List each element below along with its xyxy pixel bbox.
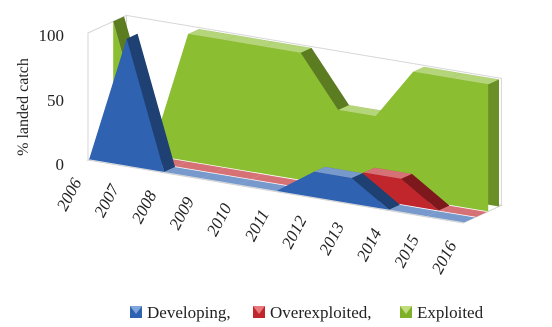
ribbon-top-segment bbox=[413, 66, 462, 79]
series-developing bbox=[89, 33, 475, 223]
legend-label-developing: Developing, bbox=[147, 303, 231, 322]
ribbon-top-segment bbox=[300, 48, 349, 110]
x-tick-label: 2006 bbox=[53, 175, 86, 214]
ribbon-top-segment bbox=[338, 105, 387, 117]
y-tick-label: 50 bbox=[47, 91, 64, 110]
x-tick-label: 2007 bbox=[90, 180, 123, 220]
ribbon-top-segment bbox=[363, 167, 412, 179]
ribbon-top-segment bbox=[389, 204, 438, 217]
ribbon-front-face bbox=[89, 38, 465, 223]
x-tick-label: 2016 bbox=[428, 238, 461, 277]
ribbon-top-segment bbox=[401, 174, 450, 211]
ribbon-top-segment bbox=[201, 173, 250, 185]
legend: Developing, Overexploited, Exploited bbox=[130, 303, 484, 322]
ribbon-top-segment bbox=[314, 166, 363, 179]
legend-item-overexploited: Overexploited, bbox=[253, 303, 372, 322]
legend-swatch-developing bbox=[130, 306, 142, 318]
series-ribbons bbox=[89, 16, 499, 223]
legend-item-exploited: Exploited bbox=[400, 303, 484, 322]
x-tick-label: 2008 bbox=[128, 187, 161, 226]
chart-axes: 100 50 0 % landed catch bbox=[15, 26, 64, 174]
x-tick-label: 2010 bbox=[203, 200, 236, 239]
y-axis-title: % landed catch bbox=[15, 58, 32, 156]
ribbon-top-segment bbox=[188, 29, 237, 41]
series-exploited bbox=[113, 16, 499, 212]
ribbon-top-segment bbox=[351, 173, 400, 210]
x-tick-label: 2009 bbox=[165, 193, 198, 232]
legend-swatch-overexploited bbox=[253, 306, 265, 318]
legend-label-exploited: Exploited bbox=[417, 303, 484, 322]
ribbon-top-segment bbox=[176, 161, 225, 173]
x-tick-label: 2013 bbox=[315, 219, 348, 258]
x-tick-label: 2012 bbox=[278, 212, 311, 251]
ribbon-top-segment bbox=[126, 33, 175, 172]
ribbon-top-segment bbox=[164, 167, 213, 179]
ribbon-top-segment bbox=[213, 167, 262, 180]
ribbon-front-face bbox=[113, 21, 489, 212]
ribbon-top-segment bbox=[263, 41, 312, 53]
legend-label-overexploited: Overexploited, bbox=[270, 303, 372, 322]
ribbon-top-segment bbox=[225, 35, 274, 47]
y-tick-label: 0 bbox=[56, 155, 65, 174]
ribbon-top-segment bbox=[239, 179, 288, 191]
ribbon-top-segment bbox=[438, 205, 487, 217]
x-tick-label: 2011 bbox=[241, 206, 273, 244]
legend-swatch-exploited bbox=[400, 306, 412, 318]
x-tick-label: 2015 bbox=[390, 232, 423, 271]
ribbon-top-segment bbox=[450, 73, 499, 85]
ribbon-top-segment bbox=[426, 211, 475, 223]
ribbon-top-segment bbox=[251, 174, 300, 186]
y-tick-label: 100 bbox=[39, 26, 65, 45]
x-tick-label: 2014 bbox=[353, 225, 386, 264]
legend-item-developing: Developing, bbox=[130, 303, 231, 322]
